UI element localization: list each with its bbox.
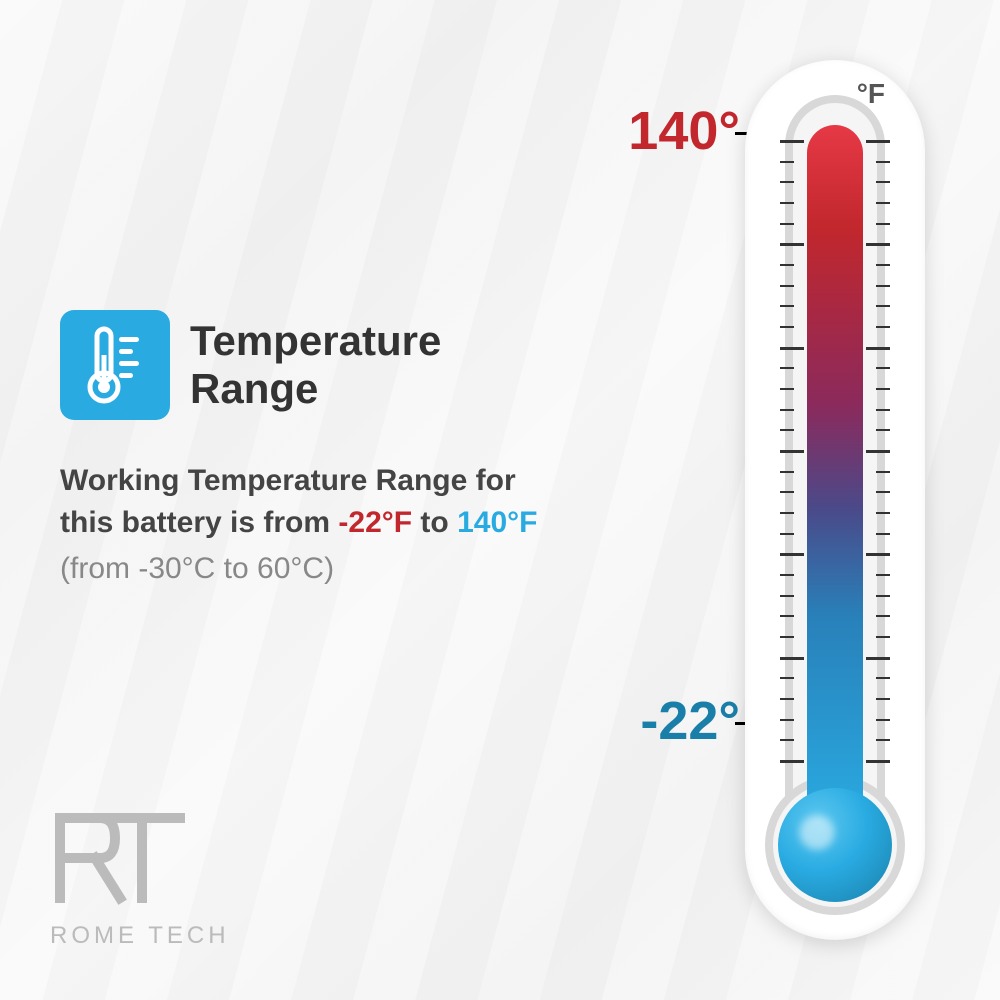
tick [876,181,890,183]
description-text: Working Temperature Range for this batte… [60,460,560,544]
thermometer-bulb-fill [778,788,892,902]
tick [780,243,804,246]
tick [780,471,794,473]
tick [876,161,890,163]
tick [876,595,890,597]
thermometer-body: °F [745,60,925,940]
tick [780,491,794,493]
tick [876,223,890,225]
tick [780,719,794,721]
tick [876,409,890,411]
tick [780,161,794,163]
tick [780,285,794,287]
tick [780,760,804,763]
tick [876,367,890,369]
title-row: TemperatureRange [60,310,560,420]
tick [780,264,794,266]
tick [876,698,890,700]
tick [876,615,890,617]
tick [780,615,794,617]
tick [876,677,890,679]
tick [876,739,890,741]
tick [780,367,794,369]
desc-mid: to [412,506,457,539]
thermometer-ticks [780,140,890,760]
tick [866,450,890,453]
tick [876,202,890,204]
title-text: TemperatureRange [190,317,441,414]
desc-low-temp: -22°F [338,506,412,539]
tick [866,657,890,660]
tick [876,491,890,493]
thermometer: °F [730,60,940,940]
tick [780,140,804,143]
tick [780,533,794,535]
tick [876,574,890,576]
tick [876,305,890,307]
tick [780,326,794,328]
tick [876,264,890,266]
tick [866,140,890,143]
tick [876,512,890,514]
tick [780,202,794,204]
tick [866,243,890,246]
logo: ROME TECH [50,808,230,950]
tick [876,719,890,721]
low-temp-label: -22° [640,690,740,752]
tick [780,347,804,350]
tick [780,657,804,660]
tick [876,285,890,287]
high-temp-label: 140° [628,100,740,162]
content-panel: TemperatureRange Working Temperature Ran… [60,310,560,590]
tick [780,305,794,307]
tick [876,636,890,638]
tick [876,429,890,431]
thermometer-bulb-highlight [800,815,835,850]
tick [780,223,794,225]
tick [780,574,794,576]
celsius-note: (from -30°C to 60°C) [60,548,560,590]
tick [780,677,794,679]
tick [780,429,794,431]
tick [780,450,804,453]
tick [780,388,794,390]
tick [876,326,890,328]
tick [780,512,794,514]
tick [866,347,890,350]
tick [780,409,794,411]
logo-mark [50,808,230,914]
tick [780,698,794,700]
tick [876,533,890,535]
tick [876,388,890,390]
tick [866,760,890,763]
tick [866,553,890,556]
tick [780,739,794,741]
thermometer-icon [60,310,170,420]
desc-high-temp: 140°F [457,506,537,539]
tick [780,553,804,556]
tick [780,595,794,597]
tick [780,636,794,638]
tick [780,181,794,183]
tick [876,471,890,473]
logo-text: ROME TECH [50,922,230,950]
